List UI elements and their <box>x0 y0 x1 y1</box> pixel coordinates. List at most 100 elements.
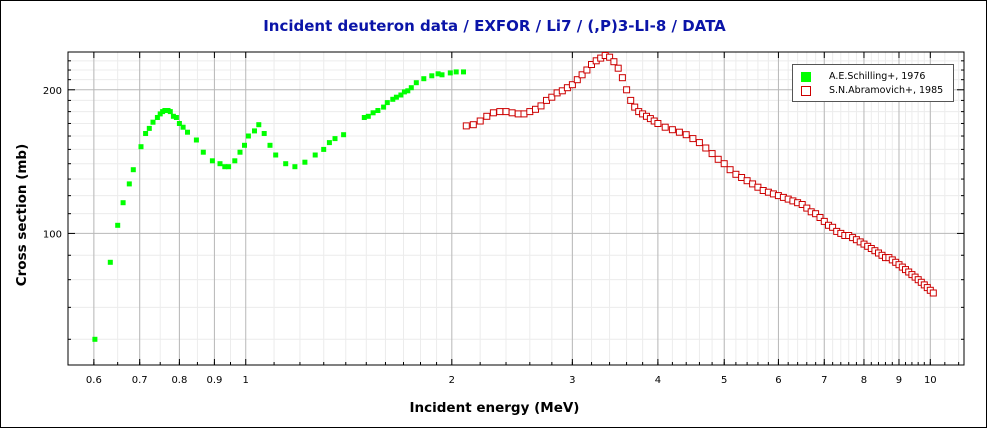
x-tick-label: 0.8 <box>171 375 187 386</box>
data-point <box>461 69 466 75</box>
data-point <box>115 222 121 228</box>
data-point <box>469 121 477 129</box>
data-point <box>261 131 267 136</box>
x-tick-label: 9 <box>896 375 902 386</box>
x-tick-label: 2 <box>449 375 455 386</box>
data-point <box>226 164 232 170</box>
x-tick-label: 0.6 <box>86 375 102 386</box>
data-point <box>384 100 390 106</box>
data-point <box>267 142 273 148</box>
data-point <box>222 164 228 170</box>
x-tick-label: 6 <box>775 375 781 386</box>
data-point <box>292 164 298 170</box>
data-point <box>365 113 371 119</box>
chart-title: Incident deuteron data / EXFOR / Li7 / (… <box>263 17 726 35</box>
data-point <box>200 149 206 155</box>
data-point <box>429 73 435 79</box>
data-point <box>803 204 811 212</box>
data-point <box>816 214 824 221</box>
data-point <box>631 103 639 111</box>
data-point <box>405 88 411 94</box>
data-point <box>361 115 367 120</box>
x-tick-label: 8 <box>861 375 867 386</box>
data-point <box>237 149 243 155</box>
data-point <box>150 119 156 125</box>
data-point <box>167 109 173 115</box>
data-point <box>573 76 581 84</box>
data-point <box>421 76 427 82</box>
data-point <box>929 289 937 297</box>
y-tick-label: 200 <box>43 86 62 97</box>
data-point <box>726 166 734 174</box>
data-point <box>732 170 740 178</box>
data-point <box>193 137 199 143</box>
data-point <box>453 69 459 75</box>
data-point <box>548 93 556 101</box>
data-point <box>312 152 318 158</box>
data-point <box>120 200 126 206</box>
data-point <box>126 181 132 187</box>
data-point <box>439 72 445 78</box>
data-point <box>623 86 631 94</box>
series-1 <box>92 69 466 342</box>
data-point <box>520 110 528 118</box>
data-point <box>173 115 179 120</box>
x-tick-label: 4 <box>655 375 661 386</box>
x-tick-label: 10 <box>924 375 937 386</box>
x-tick-label: 3 <box>569 375 575 386</box>
data-point <box>588 61 595 68</box>
data-point <box>689 135 697 143</box>
data-point <box>381 104 387 110</box>
legend: A.E.Schilling+, 1976 S.N.Abramovich+, 19… <box>792 64 954 102</box>
data-point <box>526 108 534 116</box>
data-point <box>618 74 626 82</box>
data-point <box>154 115 160 120</box>
data-point <box>242 142 247 148</box>
data-point <box>714 155 722 163</box>
data-point <box>661 123 669 131</box>
data-point <box>107 259 113 265</box>
data-point <box>273 152 279 158</box>
data-point <box>502 108 510 116</box>
data-point <box>283 161 289 167</box>
x-tick-label: 1 <box>243 375 249 386</box>
data-point <box>489 109 497 117</box>
data-point <box>326 140 332 146</box>
data-point <box>435 71 441 77</box>
data-point <box>708 150 716 158</box>
data-point <box>370 110 376 116</box>
data-point <box>702 144 710 152</box>
x-tick-label: 0.9 <box>206 375 222 386</box>
x-tick-label: 0.7 <box>132 375 148 386</box>
data-point <box>606 53 614 61</box>
data-point <box>143 131 149 136</box>
data-point <box>390 96 396 102</box>
data-point <box>476 117 484 125</box>
data-point <box>408 85 414 91</box>
legend-swatch-series-2 <box>801 86 811 96</box>
data-point <box>180 124 186 130</box>
data-point <box>413 80 419 86</box>
data-point <box>130 167 136 173</box>
data-point <box>232 158 238 164</box>
data-point <box>252 128 257 134</box>
legend-label-series-1: A.E.Schilling+, 1976 <box>829 71 926 82</box>
data-point <box>695 139 703 147</box>
data-point <box>401 89 407 95</box>
data-point <box>627 96 635 104</box>
plot-area-border <box>67 51 965 366</box>
data-point <box>162 108 168 113</box>
data-point <box>302 159 308 165</box>
data-point <box>170 113 176 119</box>
data-point <box>176 121 182 126</box>
data-point <box>668 126 676 134</box>
data-point <box>256 122 262 128</box>
tick-layer: 0.6 0.7 0.8 0.9 1 2 3 4 5 6 7 8 9 10 100 200 <box>43 52 964 386</box>
data-point <box>583 66 591 74</box>
y-tick-label: 100 <box>43 229 62 240</box>
data-point <box>146 125 152 131</box>
data-point <box>245 133 251 139</box>
data-point <box>332 136 338 142</box>
data-point <box>217 161 223 167</box>
data-point <box>209 158 215 164</box>
